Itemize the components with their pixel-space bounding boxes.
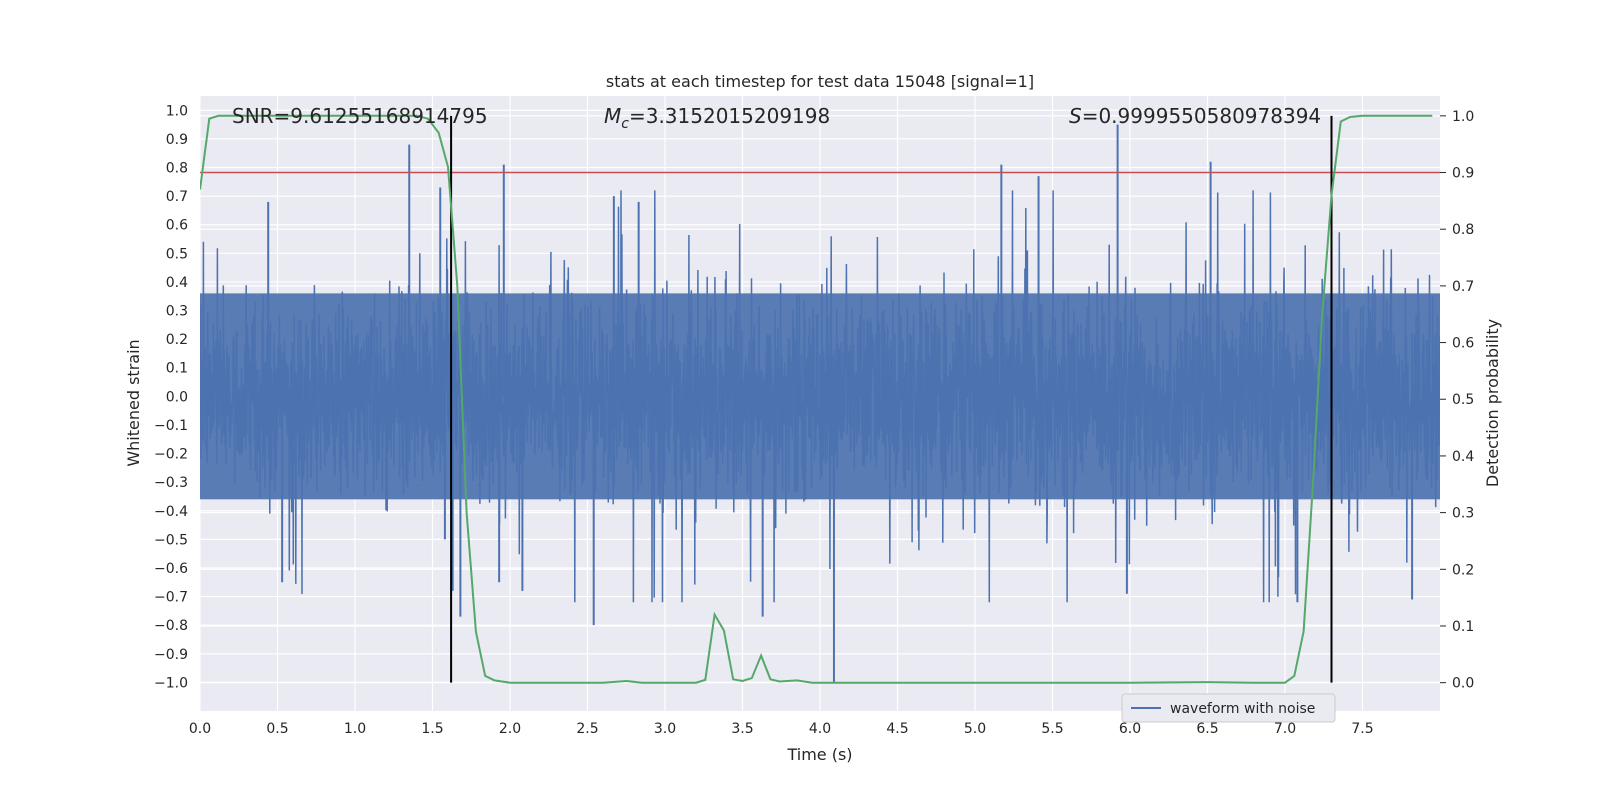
chirp-mass-symbol: M	[604, 104, 621, 128]
chirp-mass-subscript: c	[621, 116, 629, 132]
y-tick-label: −0.9	[154, 647, 188, 663]
y-right-tick-label: 0.9	[1452, 166, 1474, 182]
x-tick-label: 7.5	[1351, 721, 1373, 737]
score-value: =0.9999550580978394	[1082, 104, 1321, 128]
x-tick-label: 3.5	[731, 721, 753, 737]
y-tick-label: −0.8	[154, 618, 188, 634]
y-right-axis-ticks: 1.0 0.9 0.8 0.7 0.6 0.5 0.4 0.3 0.2 0.1 0.0	[1440, 109, 1474, 692]
x-tick-label: 5.5	[1041, 721, 1063, 737]
x-tick-label: 1.0	[344, 721, 366, 737]
y-right-tick-label: 0.1	[1452, 619, 1474, 635]
y-tick-label: −1.0	[154, 675, 188, 691]
y-tick-label: 0.9	[166, 132, 188, 148]
x-tick-label: 2.0	[499, 721, 521, 737]
y-right-axis-label: Detection probability	[1483, 319, 1502, 487]
y-tick-label: 0.8	[166, 161, 188, 177]
x-tick-label: 6.0	[1119, 721, 1141, 737]
y-tick-label: 0.7	[166, 189, 188, 205]
score-annotation: S=0.9999550580978394	[1069, 104, 1321, 128]
y-tick-label: −0.3	[154, 475, 188, 491]
x-tick-label: 6.5	[1196, 721, 1218, 737]
legend: waveform with noise	[1121, 693, 1336, 723]
y-tick-label: −0.2	[154, 447, 188, 463]
y-tick-label: 0.4	[166, 275, 188, 291]
x-tick-label: 4.5	[886, 721, 908, 737]
chart-title: stats at each timestep for test data 150…	[606, 72, 1034, 91]
probability-points	[200, 115, 1433, 683]
y-right-tick-label: 0.6	[1452, 336, 1474, 352]
y-tick-label: −0.7	[154, 590, 188, 606]
y-right-tick-label: 0.4	[1452, 449, 1474, 465]
x-tick-label: 4.0	[809, 721, 831, 737]
y-right-tick-label: 0.2	[1452, 562, 1474, 578]
x-tick-label: 2.5	[576, 721, 598, 737]
y-right-tick-label: 0.3	[1452, 506, 1474, 522]
x-tick-label: 3.0	[654, 721, 676, 737]
y-tick-label: 0.2	[166, 332, 188, 348]
chirp-mass-annotation: Mc=3.3152015209198	[604, 104, 830, 132]
chirp-mass-value: =3.3152015209198	[629, 104, 830, 128]
y-tick-label: 0.6	[166, 218, 188, 234]
waveform-core-band	[200, 293, 1440, 500]
legend-box	[1121, 693, 1336, 723]
x-tick-label: 0.0	[189, 721, 211, 737]
x-tick-label: 0.5	[266, 721, 288, 737]
y-tick-label: 0.0	[166, 389, 188, 405]
waveform-spikes	[200, 124, 1440, 683]
y-right-tick-label: 0.7	[1452, 279, 1474, 295]
probability-series	[200, 114, 1433, 684]
y-tick-label: 0.1	[166, 361, 188, 377]
x-tick-label: 5.0	[964, 721, 986, 737]
y-tick-label: 1.0	[166, 103, 188, 119]
y-tick-label: −0.6	[154, 561, 188, 577]
legend-entry: waveform with noise	[1170, 701, 1315, 717]
x-tick-label: 7.0	[1274, 721, 1296, 737]
y-right-tick-label: 0.0	[1452, 676, 1474, 692]
score-symbol: S	[1069, 104, 1082, 128]
y-tick-label: 0.3	[166, 304, 188, 320]
y-axis-label: Whitened strain	[124, 339, 143, 466]
x-axis-label: Time (s)	[786, 745, 852, 764]
y-axis-ticks: 1.0 0.9 0.8 0.7 0.6 0.5 0.4 0.3 0.2 0.1 0.0 −0.1 −0.…	[154, 103, 188, 691]
y-right-tick-label: 1.0	[1452, 109, 1474, 125]
x-tick-label: 1.5	[421, 721, 443, 737]
y-tick-label: 0.5	[166, 246, 188, 262]
y-right-tick-label: 0.8	[1452, 222, 1474, 238]
y-right-tick-label: 0.5	[1452, 392, 1474, 408]
y-tick-label: −0.1	[154, 418, 188, 434]
x-axis-ticks: 0.0 0.5 1.0 1.5 2.0 2.5 3.0 3.5 4.0 4.5 5.0 5.5 6.0 6…	[189, 721, 1374, 737]
snr-annotation: SNR=9.61255168914795	[232, 104, 488, 128]
y-tick-label: −0.5	[154, 532, 188, 548]
y-tick-label: −0.4	[154, 504, 188, 520]
